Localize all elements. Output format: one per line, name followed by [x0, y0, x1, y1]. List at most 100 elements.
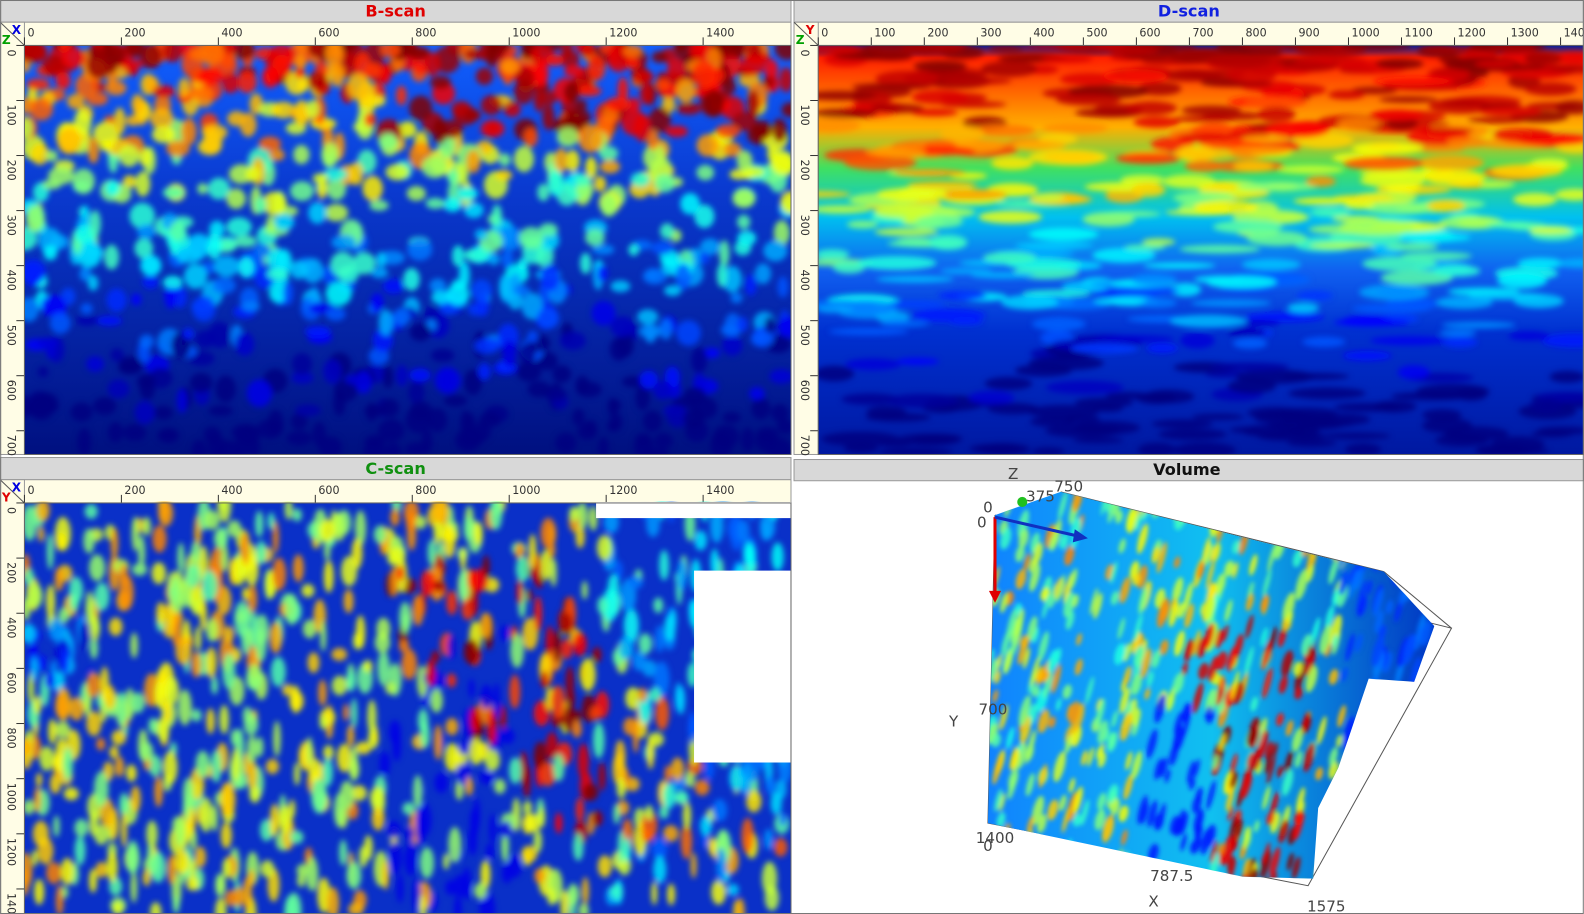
- heatmap-blob: [1336, 734, 1343, 748]
- heatmap-blob: [690, 347, 708, 374]
- heatmap-blob: [597, 596, 608, 615]
- heatmap-blob: [1238, 181, 1318, 191]
- heatmap-blob: [286, 430, 312, 446]
- x-tick-label: 200: [124, 26, 145, 39]
- heatmap-blob: [482, 555, 490, 578]
- heatmap-blob: [485, 45, 498, 68]
- heatmap-blob: [1291, 728, 1303, 752]
- heatmap-blob: [634, 433, 652, 448]
- heatmap-blob: [1072, 420, 1141, 435]
- heatmap-blob: [323, 359, 342, 384]
- y-tick-label: 100: [4, 105, 17, 126]
- heatmap-blob: [550, 685, 566, 719]
- axis-origin: [1017, 496, 1028, 507]
- heatmap-blob: [55, 71, 71, 90]
- heatmap-blob: [1245, 312, 1324, 322]
- heatmap-blob: [573, 832, 584, 861]
- heatmap-blob: [129, 202, 155, 230]
- heatmap-blob: [142, 274, 159, 289]
- heatmap-blob: [694, 779, 710, 796]
- heatmap-blob: [610, 316, 635, 337]
- heatmap-blob: [575, 85, 602, 97]
- heatmap-blob: [638, 633, 653, 655]
- heatmap-blob: [1328, 558, 1338, 585]
- heatmap-blob: [51, 671, 66, 692]
- heatmap-blob: [191, 651, 202, 678]
- heatmap-blob: [433, 579, 444, 593]
- heatmap-blob: [1172, 672, 1184, 694]
- heatmap-blob: [172, 816, 185, 834]
- heatmap-blob: [448, 826, 462, 863]
- heatmap-blob: [598, 436, 609, 455]
- heatmap-blob: [1222, 624, 1229, 642]
- heatmap-blob: [509, 674, 521, 709]
- heatmap-blob: [593, 175, 607, 192]
- heatmap-blob: [1154, 758, 1163, 780]
- heatmap-blob: [565, 149, 580, 173]
- heatmap-blob: [1267, 544, 1276, 572]
- heatmap-blob: [1107, 731, 1118, 749]
- heatmap-blob: [876, 440, 912, 447]
- heatmap-blob: [1014, 241, 1094, 250]
- heatmap-blob: [978, 210, 1042, 224]
- heatmap-blob: [379, 751, 391, 776]
- heatmap-blob: [86, 92, 109, 106]
- heatmap-blob: [88, 868, 98, 893]
- heatmap-blob: [140, 741, 154, 762]
- heatmap-blob: [749, 386, 765, 401]
- y-tick-label: 1400: [4, 893, 17, 914]
- heatmap-blob: [1305, 648, 1316, 677]
- heatmap-blob: [431, 650, 440, 663]
- heatmap-blob: [592, 646, 602, 663]
- heatmap-blob: [434, 46, 461, 74]
- heatmap-blob: [390, 508, 400, 527]
- heatmap-blob: [355, 615, 366, 649]
- heatmap-blob: [403, 267, 420, 291]
- y-tick-label: 200: [798, 160, 811, 181]
- heatmap-blob: [463, 516, 473, 541]
- heatmap-blob: [501, 249, 514, 269]
- heatmap-blob: [470, 279, 492, 302]
- heatmap-blob: [86, 356, 104, 372]
- heatmap-blob: [587, 54, 606, 81]
- heatmap-blob: [203, 426, 221, 444]
- heatmap-blob: [341, 555, 358, 587]
- y-tick-label: 800: [4, 728, 17, 749]
- heatmap-blob: [346, 670, 356, 692]
- heatmap-blob: [874, 227, 939, 237]
- heatmap-blob: [386, 820, 401, 839]
- heatmap-blob: [1080, 799, 1090, 826]
- heatmap-blob: [192, 295, 216, 322]
- heatmap-blob: [63, 787, 79, 801]
- heatmap-blob: [421, 428, 433, 454]
- heatmap-blob: [308, 202, 327, 224]
- heatmap-blob: [1265, 121, 1330, 138]
- heatmap-blob: [146, 820, 158, 849]
- heatmap-blob: [1435, 296, 1493, 309]
- heatmap-blob: [293, 45, 311, 54]
- heatmap-blob: [1111, 710, 1118, 728]
- heatmap-blob: [222, 72, 240, 94]
- heatmap-blob: [215, 440, 241, 455]
- heatmap-blob: [1241, 135, 1288, 143]
- heatmap-blob: [37, 366, 49, 378]
- heatmap-blob: [150, 902, 162, 914]
- heatmap-blob: [121, 812, 128, 848]
- heatmap-blob: [233, 235, 257, 248]
- heatmap-blob: [987, 45, 1024, 52]
- heatmap-blob: [1296, 290, 1333, 301]
- top-ruler: [0, 479, 792, 504]
- heatmap-blob: [1315, 767, 1324, 781]
- heatmap-blob: [1028, 149, 1109, 166]
- heatmap-blob: [1256, 431, 1327, 442]
- heatmap-blob: [302, 258, 324, 284]
- heatmap-blob: [916, 214, 964, 228]
- heatmap-blob: [1022, 647, 1031, 669]
- heatmap-blob: [417, 708, 429, 733]
- heatmap-blob: [606, 421, 620, 432]
- heatmap-blob: [754, 263, 772, 284]
- heatmap-blob: [1379, 96, 1437, 103]
- heatmap-blob: [367, 699, 377, 735]
- heatmap-blob: [156, 601, 166, 625]
- heatmap-blob: [1224, 560, 1235, 577]
